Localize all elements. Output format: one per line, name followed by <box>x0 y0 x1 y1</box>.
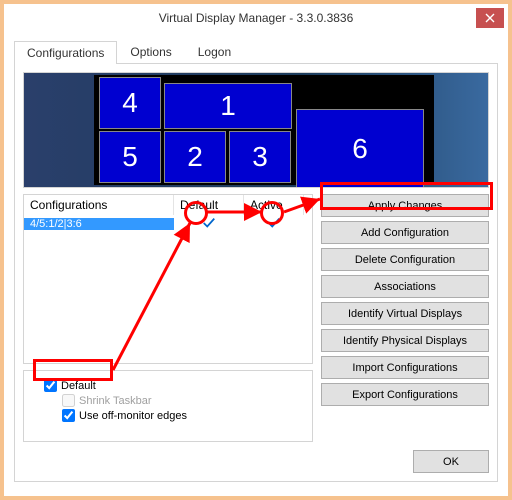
tab-configurations[interactable]: Configurations <box>14 41 117 64</box>
virtual-display[interactable]: 3 <box>229 131 291 183</box>
col-active[interactable]: Active <box>244 195 304 215</box>
app-window: Virtual Display Manager - 3.3.0.3836 Con… <box>4 4 508 496</box>
left-column: Configurations Default Active 4/5:1/2|3:… <box>23 194 313 442</box>
window-title: Virtual Display Manager - 3.3.0.3836 <box>159 11 354 25</box>
table-row[interactable]: 4/5:1/2|3:6 <box>24 215 312 233</box>
associations-button[interactable]: Associations <box>321 275 489 298</box>
virtual-display[interactable]: 5 <box>99 131 161 183</box>
close-button[interactable] <box>476 8 504 28</box>
check-icon <box>267 216 281 233</box>
col-configurations[interactable]: Configurations <box>24 195 174 215</box>
options-box: Default Shrink Taskbar Use off-monitor e… <box>23 370 313 442</box>
identify-physical-button[interactable]: Identify Physical Displays <box>321 329 489 352</box>
check-icon <box>202 216 216 233</box>
tab-bar: Configurations Options Logon <box>14 40 498 64</box>
checkbox-default-label: Default <box>61 380 96 392</box>
lower-area: Configurations Default Active 4/5:1/2|3:… <box>23 194 489 442</box>
checkbox-offmonitor[interactable]: Use off-monitor edges <box>62 409 304 422</box>
ok-row: OK <box>23 450 489 473</box>
ok-button[interactable]: OK <box>413 450 489 473</box>
close-icon <box>485 13 495 23</box>
client-area: Configurations Options Logon 451236 Conf… <box>4 32 508 492</box>
configurations-list[interactable]: Configurations Default Active 4/5:1/2|3:… <box>23 194 313 364</box>
cell-config-name: 4/5:1/2|3:6 <box>24 218 174 230</box>
cell-active <box>244 216 304 233</box>
titlebar: Virtual Display Manager - 3.3.0.3836 <box>4 4 508 32</box>
col-default[interactable]: Default <box>174 195 244 215</box>
checkbox-shrink-input <box>62 394 75 407</box>
display-preview: 451236 <box>23 72 489 188</box>
checkbox-shrink-label: Shrink Taskbar <box>79 395 152 407</box>
add-configuration-button[interactable]: Add Configuration <box>321 221 489 244</box>
virtual-display[interactable]: 1 <box>164 83 292 129</box>
virtual-display[interactable]: 2 <box>164 131 226 183</box>
export-configurations-button[interactable]: Export Configurations <box>321 383 489 406</box>
checkbox-offmonitor-label: Use off-monitor edges <box>79 410 187 422</box>
checkbox-shrink-taskbar: Shrink Taskbar <box>62 394 304 407</box>
cell-default <box>174 216 244 233</box>
tab-options[interactable]: Options <box>117 40 184 63</box>
right-column: Apply Changes Add Configuration Delete C… <box>321 194 489 442</box>
delete-configuration-button[interactable]: Delete Configuration <box>321 248 489 271</box>
virtual-display[interactable]: 6 <box>296 109 424 188</box>
tab-panel: 451236 Configurations Default Active 4/5… <box>14 64 498 482</box>
import-configurations-button[interactable]: Import Configurations <box>321 356 489 379</box>
tab-logon[interactable]: Logon <box>185 40 244 63</box>
identify-virtual-button[interactable]: Identify Virtual Displays <box>321 302 489 325</box>
list-header: Configurations Default Active <box>24 195 312 215</box>
checkbox-default[interactable]: Default <box>44 379 304 392</box>
checkbox-offmonitor-input[interactable] <box>62 409 75 422</box>
checkbox-default-input[interactable] <box>44 379 57 392</box>
virtual-display[interactable]: 4 <box>99 77 161 129</box>
apply-changes-button[interactable]: Apply Changes <box>321 194 489 217</box>
